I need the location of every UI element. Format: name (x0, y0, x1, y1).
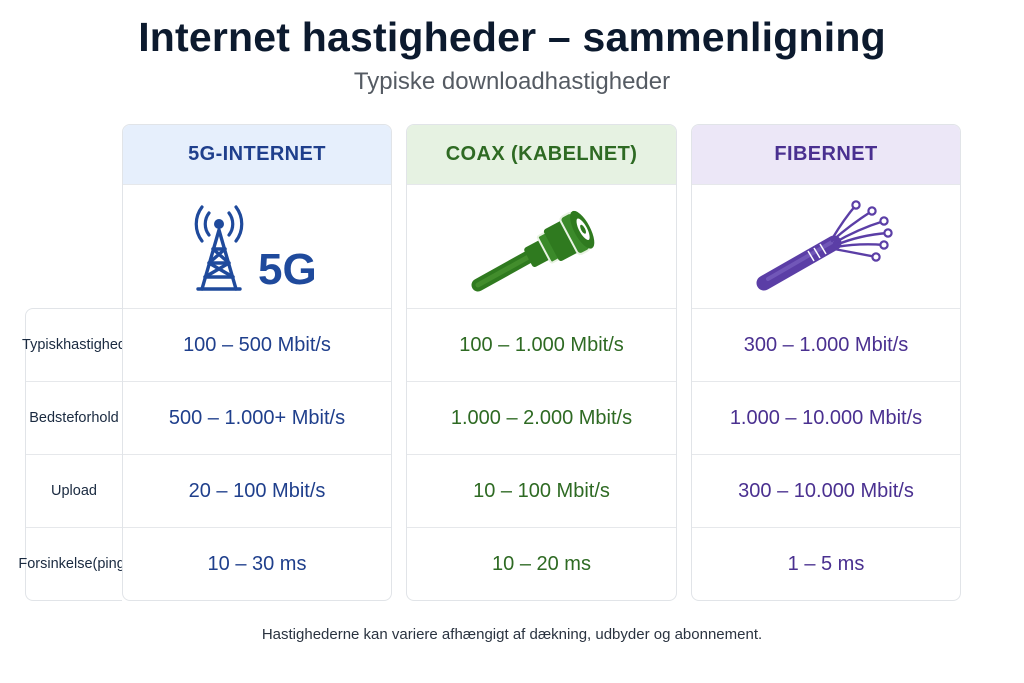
cell-5g-upload: 20 – 100 Mbit/s (123, 455, 391, 528)
cell-coax-best: 1.000 – 2.000 Mbit/s (407, 382, 676, 455)
svg-text:5G: 5G (258, 245, 317, 294)
column-header-5g: 5G-INTERNET (123, 125, 391, 185)
row-label-best: Bedste forhold (26, 382, 122, 455)
cell-fiber-latency: 1 – 5 ms (787, 553, 865, 575)
page-subtitle: Typiske downloadhastigheder (353, 68, 671, 95)
column-header-coax: COAX (KABELNET) (407, 125, 676, 185)
cell-coax-upload: 10 – 100 Mbit/s (407, 455, 676, 528)
row-label-typical: Typisk hastighed (22, 309, 126, 382)
cell-5g-best: 500 – 1.000+ Mbit/s (123, 382, 391, 455)
cell-coax-latency: 10 – 20 ms (492, 553, 591, 575)
cell-fiber-upload: 300 – 10.000 Mbit/s (692, 455, 960, 528)
coax-cable-icon (471, 210, 594, 291)
column-5g: 5G-INTERNET 5G 100 – 500 Mbit/s 500 – 1.… (122, 124, 392, 601)
column-coax: COAX (KABELNET) 100 – 1.000 Mbit/s 1.000… (406, 124, 677, 601)
column-fiber: FIBERNET (691, 124, 961, 601)
column-header-fiber: FIBERNET (692, 125, 960, 185)
cell-5g-latency: 10 – 30 ms (207, 553, 307, 575)
page-title: Internet hastigheder – sammenligning (138, 14, 886, 60)
cell-fiber-best: 1.000 – 10.000 Mbit/s (692, 382, 960, 455)
icon-area-fiber (692, 185, 960, 309)
icon-area-5g: 5G (123, 185, 391, 309)
icon-area-coax (407, 185, 676, 309)
row-labels: Typisk hastighed Bedste forhold Upload For… (18, 308, 130, 601)
fiber-optic-cable-icon (756, 199, 893, 290)
cell-5g-typical: 100 – 500 Mbit/s (123, 309, 391, 382)
footnote: Hastighederne kan variere afhængigt af d… (261, 626, 763, 643)
cell-fiber-typical: 300 – 1.000 Mbit/s (692, 309, 960, 382)
cell-coax-typical: 100 – 1.000 Mbit/s (407, 309, 676, 382)
row-label-upload: Upload (26, 455, 122, 528)
row-label-latency: Forsinkelse (ping) (18, 556, 130, 572)
cell-tower-5g-icon: 5G (194, 204, 317, 294)
